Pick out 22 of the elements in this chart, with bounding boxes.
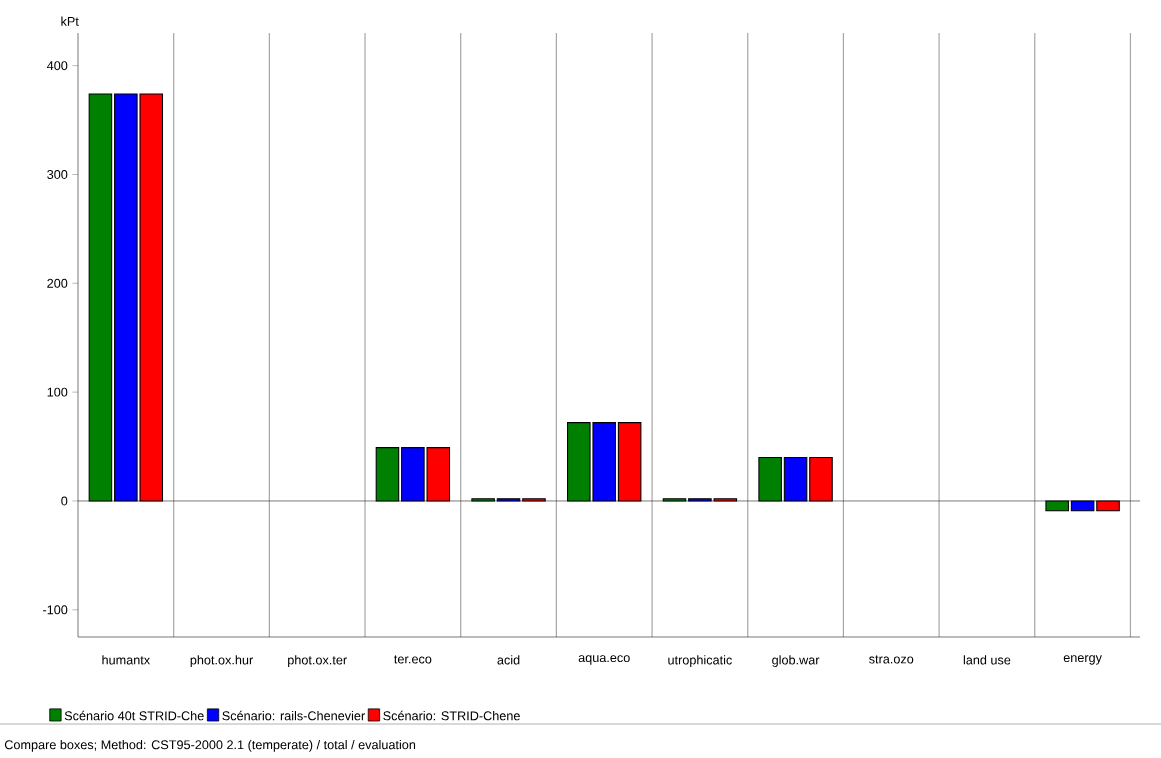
- y-axis-title: kPt: [61, 16, 79, 26]
- x-tick-label: aqua.eco: [578, 655, 630, 665]
- x-tick-label: humantx: [102, 655, 150, 665]
- legend-label: Scénario 40t STRID-Che: [64, 710, 204, 721]
- x-tick-label: stra.ozo: [869, 655, 914, 664]
- text: Compare boxes; Method: CST95-2000 2.1 (temperate) / total / evaluation: [4, 739, 416, 752]
- y-tick-label: 0: [61, 496, 68, 506]
- x-tick-label: acid: [497, 655, 520, 665]
- y-tick-label: 200: [47, 278, 68, 288]
- y-tick-label: -100: [43, 605, 68, 615]
- y-tick-label: 100: [47, 387, 68, 397]
- legend-label: Scénario: rails-Chenevier: [222, 710, 365, 721]
- x-tick-label: glob.war: [772, 655, 820, 667]
- y-tick-label: 400: [46, 61, 68, 71]
- x-tick-label: phot.ox.hur: [190, 655, 253, 667]
- x-tick-label: land use: [963, 655, 1011, 665]
- x-tick-label: phot.ox.ter: [288, 655, 347, 667]
- x-tick-label: ter.eco: [394, 655, 432, 664]
- legend-label: Scénario: STRID-Chene: [383, 710, 520, 721]
- y-tick-label: 300: [47, 169, 68, 179]
- x-tick-label: utrophicatic: [668, 655, 732, 667]
- x-tick-label: energy: [1063, 655, 1102, 665]
